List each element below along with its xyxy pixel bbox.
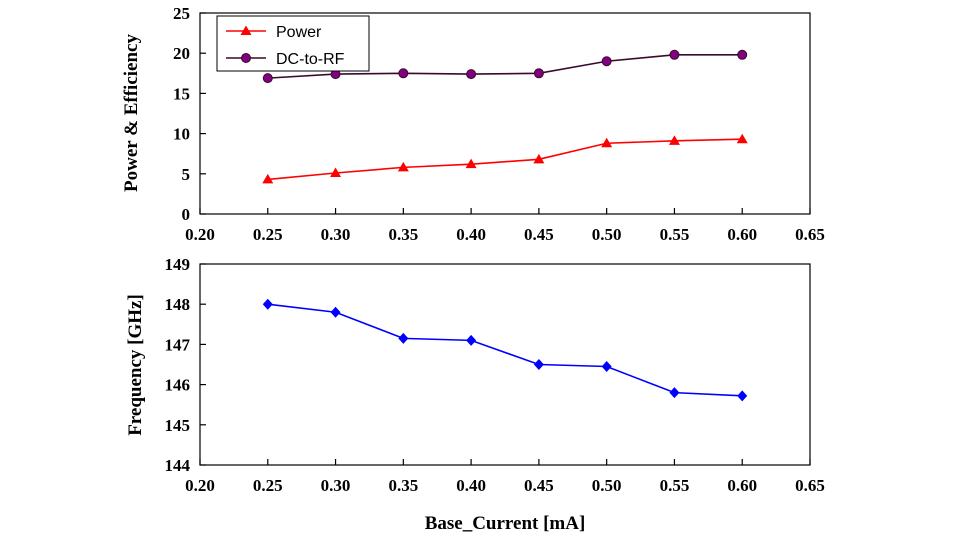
dc-to-rf-data-point bbox=[398, 68, 409, 79]
x-tick-label: 0.45 bbox=[524, 225, 554, 244]
x-tick-label: 0.25 bbox=[253, 476, 283, 495]
y-tick-label: 20 bbox=[173, 44, 190, 63]
y-tick-label: 147 bbox=[165, 335, 191, 354]
x-tick-label: 0.55 bbox=[660, 225, 690, 244]
power-data-point bbox=[397, 161, 409, 172]
x-tick-label: 0.60 bbox=[727, 225, 757, 244]
y-tick-label: 0 bbox=[182, 205, 191, 224]
power-data-point bbox=[601, 137, 613, 148]
legend-power-label: Power bbox=[276, 24, 322, 41]
y-tick-label: 25 bbox=[173, 4, 190, 23]
dc-to-rf-data-point bbox=[262, 73, 273, 84]
x-tick-label: 0.35 bbox=[388, 476, 418, 495]
x-tick-label: 0.30 bbox=[321, 225, 351, 244]
frequency-data-point bbox=[466, 334, 477, 346]
power-data-point bbox=[533, 153, 545, 164]
power-data-point bbox=[330, 167, 342, 177]
power-series-line bbox=[267, 138, 743, 181]
top-y-ticks: 0 5 10 15 20 25 bbox=[173, 4, 206, 224]
power-data-point bbox=[668, 135, 680, 145]
bottom-series-group bbox=[262, 298, 748, 402]
dc-to-rf-data-point bbox=[669, 49, 680, 60]
legend-power-marker bbox=[240, 25, 252, 35]
y-tick-label: 5 bbox=[182, 165, 191, 184]
x-tick-label: 0.20 bbox=[185, 476, 215, 495]
top-x-ticks: 0.20 0.25 0.30 0.35 0.40 0.45 0.50 0.55 0.60 0.65 bbox=[185, 208, 825, 244]
frequency-data-point bbox=[262, 298, 273, 310]
dc-to-rf-data-point bbox=[533, 68, 544, 79]
bottom-y-ticks: 144 145 146 147 148 149 bbox=[165, 255, 206, 475]
frequency-data-point bbox=[533, 359, 544, 370]
legend-dcrf-marker bbox=[241, 53, 251, 63]
power-data-point bbox=[262, 173, 274, 184]
x-tick-label: 0.20 bbox=[185, 225, 215, 244]
power-data-point bbox=[736, 133, 748, 144]
x-tick-label: 0.40 bbox=[456, 476, 486, 495]
x-tick-label: 0.50 bbox=[592, 225, 622, 244]
top-plot-frame bbox=[199, 12, 811, 215]
dc-to-rf-series-line bbox=[267, 54, 743, 79]
frequency-data-point bbox=[398, 332, 409, 344]
top-y-axis-label: Power & Efficiency bbox=[121, 34, 142, 192]
y-tick-label: 144 bbox=[165, 456, 191, 475]
x-tick-label: 0.25 bbox=[253, 225, 283, 244]
y-tick-label: 146 bbox=[165, 376, 191, 395]
x-tick-label: 0.30 bbox=[321, 476, 351, 495]
x-tick-label: 0.60 bbox=[727, 476, 757, 495]
legend-dcrf-label: DC-to-RF bbox=[276, 51, 345, 68]
legend: Power DC-to-RF bbox=[216, 15, 370, 72]
bottom-x-ticks: 0.20 0.25 0.30 0.35 0.40 0.45 0.50 0.55 0.60 0.65 bbox=[185, 459, 825, 495]
x-tick-label: 0.35 bbox=[388, 225, 418, 244]
y-tick-label: 15 bbox=[173, 84, 190, 103]
legend-box bbox=[216, 15, 370, 72]
frequency-data-point bbox=[330, 306, 341, 318]
frequency-series-line bbox=[267, 303, 743, 397]
y-tick-label: 10 bbox=[173, 125, 190, 144]
x-axis-label: Base_Current [mA] bbox=[425, 513, 586, 534]
frequency-data-point bbox=[737, 390, 748, 402]
top-series-group bbox=[262, 49, 748, 184]
x-tick-label: 0.50 bbox=[592, 476, 622, 495]
x-tick-label: 0.55 bbox=[660, 476, 690, 495]
bottom-plot-frame bbox=[199, 263, 811, 466]
dc-to-rf-data-point bbox=[737, 49, 748, 60]
bottom-y-axis-label: Frequency [GHz] bbox=[125, 294, 146, 436]
y-tick-label: 149 bbox=[165, 255, 191, 274]
x-tick-label: 0.65 bbox=[795, 225, 825, 244]
x-tick-label: 0.45 bbox=[524, 476, 554, 495]
frequency-data-point bbox=[669, 387, 680, 399]
dc-to-rf-data-point bbox=[601, 56, 612, 67]
dc-to-rf-data-point bbox=[466, 69, 477, 80]
frequency-data-point bbox=[601, 361, 612, 373]
x-tick-label: 0.40 bbox=[456, 225, 486, 244]
y-tick-label: 148 bbox=[165, 295, 191, 314]
y-tick-label: 145 bbox=[165, 416, 191, 435]
x-tick-label: 0.65 bbox=[795, 476, 825, 495]
power-data-point bbox=[465, 158, 477, 169]
